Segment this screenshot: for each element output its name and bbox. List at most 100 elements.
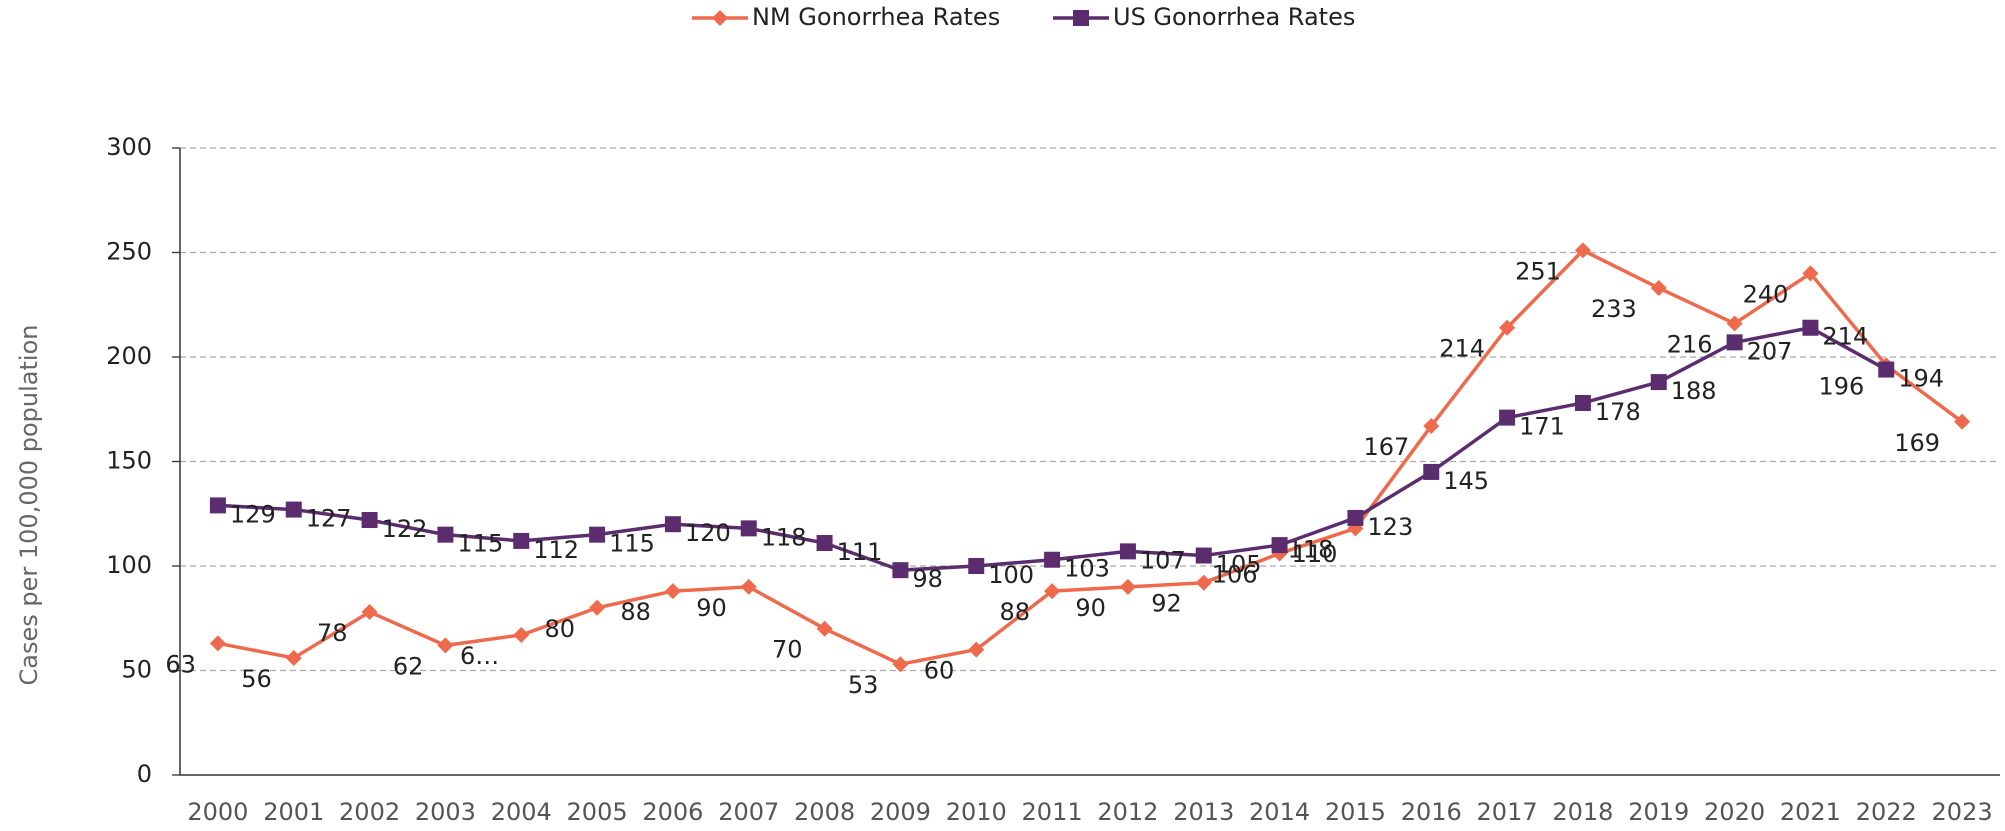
x-tick-label: 2012 <box>1097 798 1158 826</box>
data-label: 90 <box>1075 594 1106 622</box>
us-marker <box>1044 551 1061 568</box>
x-tick-label: 2006 <box>642 798 703 826</box>
data-label: 214 <box>1822 323 1868 351</box>
us-marker <box>968 558 985 574</box>
legend-label: NM Gonorrhea Rates <box>752 3 1000 31</box>
x-tick-label: 2021 <box>1780 798 1841 826</box>
us-marker <box>1650 374 1667 391</box>
legend-marker <box>712 10 728 26</box>
us-marker <box>209 497 226 514</box>
data-label: 112 <box>533 536 579 564</box>
data-label: 240 <box>1743 280 1789 308</box>
data-label: 115 <box>457 530 503 558</box>
data-label: 107 <box>1140 546 1186 574</box>
y-tick-label: 250 <box>106 238 152 266</box>
data-label: 233 <box>1591 295 1637 323</box>
y-tick-label: 150 <box>106 447 152 475</box>
nm-marker <box>437 637 454 654</box>
nm-marker <box>816 620 833 637</box>
us-marker <box>816 535 833 552</box>
series-line <box>217 248 1964 667</box>
x-tick-label: 2010 <box>946 798 1007 826</box>
x-tick-label: 2023 <box>1932 798 1993 826</box>
nm-marker <box>892 656 909 673</box>
us-marker <box>1347 509 1364 526</box>
us-marker <box>1802 319 1819 336</box>
x-tick-label: 2015 <box>1325 798 1386 826</box>
data-label: 80 <box>545 615 576 643</box>
x-tick-label: 2005 <box>567 798 628 826</box>
data-label: 196 <box>1818 372 1864 400</box>
data-label: 214 <box>1439 335 1485 363</box>
y-tick-label: 100 <box>106 551 152 579</box>
nm-marker <box>1802 265 1819 282</box>
data-label: 70 <box>772 636 803 664</box>
nm-marker <box>361 603 378 620</box>
us-marker <box>740 520 757 537</box>
data-label: 123 <box>1367 513 1413 541</box>
nm-marker <box>1726 315 1743 332</box>
us-marker <box>664 516 681 533</box>
us-marker <box>1499 409 1516 426</box>
x-tick-label: 2002 <box>339 798 400 826</box>
x-tick-label: 2019 <box>1628 798 1689 826</box>
nm-marker <box>664 583 681 600</box>
data-label: 115 <box>609 530 655 558</box>
data-label: 111 <box>837 538 883 566</box>
x-tick-label: 2008 <box>794 798 855 826</box>
nm-marker <box>1954 413 1971 430</box>
us-marker <box>892 562 909 579</box>
data-label: 188 <box>1671 377 1717 405</box>
nm-marker <box>1423 417 1440 434</box>
y-axis-label: Cases per 100,000 population <box>15 325 43 686</box>
us-marker <box>1726 334 1743 351</box>
x-tick-label: 2014 <box>1249 798 1310 826</box>
x-tick-label: 2016 <box>1401 798 1462 826</box>
us-marker <box>589 526 606 543</box>
data-label: 194 <box>1898 365 1944 393</box>
data-label: 120 <box>685 519 731 547</box>
x-tick-label: 2018 <box>1552 798 1613 826</box>
y-tick-label: 300 <box>106 133 152 161</box>
nm-marker <box>589 599 606 616</box>
data-label: 145 <box>1443 467 1489 495</box>
us-marker <box>1574 394 1591 411</box>
us-marker <box>285 501 302 518</box>
data-label: 216 <box>1667 331 1713 359</box>
nm-marker <box>1195 574 1212 591</box>
data-label: 6… <box>460 642 499 670</box>
us-marker <box>437 526 454 543</box>
nm-marker <box>285 649 302 666</box>
data-label: 88 <box>620 598 651 626</box>
data-label: 129 <box>230 500 276 528</box>
us-marker <box>1423 463 1440 480</box>
x-tick-label: 2003 <box>415 798 476 826</box>
data-label: 167 <box>1363 433 1409 461</box>
data-label: 178 <box>1595 398 1641 426</box>
data-label: 171 <box>1519 413 1565 441</box>
data-label: 90 <box>696 594 727 622</box>
data-label: 103 <box>1064 555 1110 583</box>
us-marker <box>361 512 378 529</box>
data-label: 62 <box>393 652 424 680</box>
nm-marker <box>1574 242 1591 259</box>
data-label: 100 <box>988 561 1034 589</box>
nm-marker <box>513 626 530 643</box>
data-label: 127 <box>306 505 352 533</box>
x-tick-label: 2007 <box>718 798 779 826</box>
nm-marker <box>1044 583 1061 600</box>
us-marker <box>513 532 530 549</box>
x-tick-label: 2009 <box>870 798 931 826</box>
us-marker <box>1271 537 1288 554</box>
data-label: 106 <box>1212 560 1258 588</box>
us-marker <box>1878 361 1895 378</box>
y-tick-label: 0 <box>137 760 152 788</box>
x-tick-label: 2011 <box>1022 798 1083 826</box>
nm-marker <box>1650 280 1667 297</box>
data-label: 110 <box>1292 540 1338 568</box>
legend-label: US Gonorrhea Rates <box>1113 3 1355 31</box>
data-label: 60 <box>924 657 955 685</box>
data-label: 251 <box>1515 257 1561 285</box>
x-tick-label: 2001 <box>263 798 324 826</box>
